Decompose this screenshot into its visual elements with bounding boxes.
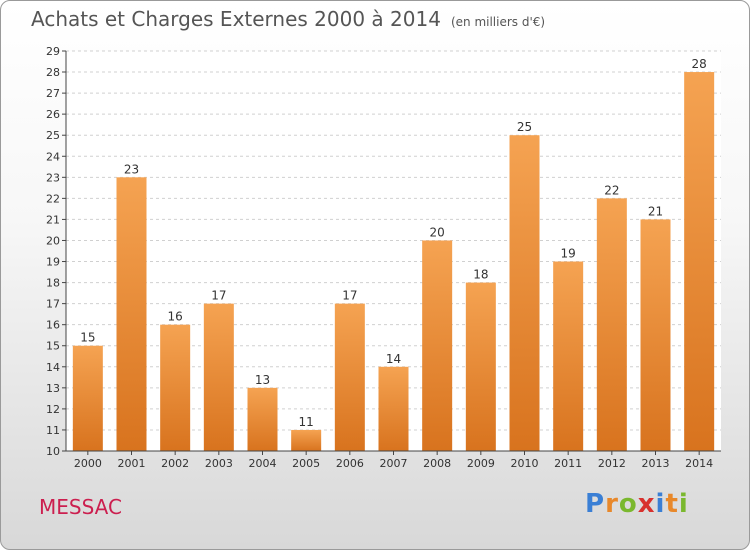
- proxiti-logo-letter: i: [655, 489, 666, 519]
- data-label-2013: 21: [648, 204, 663, 218]
- x-tick-label-2005: 2005: [292, 457, 320, 470]
- data-label-2002: 16: [168, 310, 183, 324]
- data-labels: 15 23 16 17 13 11 17 14 20 18 25 19 22 21 28: [80, 57, 707, 429]
- bar-2009: [465, 282, 496, 451]
- bar-2002: [160, 324, 191, 451]
- chart-title-text: Achats et Charges Externes 2000 à 2014: [31, 7, 441, 31]
- proxiti-logo-letter: t: [665, 489, 679, 519]
- bar-2010: [509, 135, 540, 452]
- x-tick-label-2010: 2010: [511, 457, 539, 470]
- y-tick-label: 28: [46, 66, 60, 79]
- y-tick-label: 22: [46, 192, 60, 205]
- x-tick-label-2006: 2006: [336, 457, 364, 470]
- x-tick-label-2012: 2012: [598, 457, 626, 470]
- y-tick-label: 11: [46, 424, 60, 437]
- x-tick-label-2001: 2001: [118, 457, 146, 470]
- x-tick-label-2003: 2003: [205, 457, 233, 470]
- x-tick-label-2013: 2013: [642, 457, 670, 470]
- data-label-2005: 11: [299, 415, 314, 429]
- bar-2012: [596, 198, 627, 451]
- bar-2000: [72, 345, 103, 451]
- y-tick-label: 16: [46, 319, 60, 332]
- y-tick-label: 21: [46, 213, 60, 226]
- data-label-2000: 15: [80, 331, 95, 345]
- x-tick-label-2004: 2004: [249, 457, 277, 470]
- x-tick-label-2009: 2009: [467, 457, 495, 470]
- proxiti-logo-letter: P: [585, 489, 606, 519]
- y-tick-label: 17: [46, 298, 60, 311]
- y-tick-label: 15: [46, 340, 60, 353]
- x-tick-label-2014: 2014: [685, 457, 713, 470]
- y-tick-label: 24: [46, 150, 60, 163]
- y-tick-label: 14: [46, 361, 60, 374]
- data-label-2007: 14: [386, 352, 401, 366]
- x-tick-label-2000: 2000: [74, 457, 102, 470]
- data-label-2003: 17: [211, 289, 226, 303]
- chart-title: Achats et Charges Externes 2000 à 2014 (e…: [31, 7, 545, 31]
- y-tick-label: 25: [46, 129, 60, 142]
- data-label-2001: 23: [124, 162, 139, 176]
- town-name: MESSAC: [39, 495, 122, 519]
- bars: [72, 72, 715, 452]
- y-tick-label: 26: [46, 108, 60, 121]
- data-label-2012: 22: [604, 183, 619, 197]
- y-tick-label: 29: [46, 45, 60, 58]
- y-tick-label: 12: [46, 403, 60, 416]
- x-tick-label-2008: 2008: [423, 457, 451, 470]
- bar-2008: [422, 240, 453, 451]
- x-tick-label-2011: 2011: [554, 457, 582, 470]
- bar-2004: [247, 387, 278, 451]
- bar-2001: [116, 177, 147, 451]
- bar-2011: [553, 261, 584, 451]
- proxiti-logo-letter: i: [678, 489, 689, 519]
- y-tick-label: 23: [46, 171, 60, 184]
- bar-2005: [291, 429, 322, 451]
- data-label-2011: 19: [561, 247, 576, 261]
- y-axis-ticks: 10 11 12 13 14 15 16 17 18 19 20 21 22 23 24 25 26 27 28 29: [46, 45, 66, 458]
- data-label-2010: 25: [517, 120, 532, 134]
- bar-2014: [684, 72, 715, 451]
- y-tick-label: 13: [46, 382, 60, 395]
- x-tick-label-2007: 2007: [380, 457, 408, 470]
- x-axis-ticks: 2000 2001 2002 2003 2004 2005 2006 2007 2008 2009…: [74, 451, 713, 470]
- data-label-2004: 13: [255, 373, 270, 387]
- chart-subtitle: (en milliers d'€): [450, 15, 546, 29]
- bar-2003: [203, 303, 234, 451]
- x-tick-label-2002: 2002: [161, 457, 189, 470]
- data-label-2008: 20: [430, 225, 445, 239]
- y-tick-label: 19: [46, 256, 60, 269]
- data-label-2014: 28: [692, 57, 707, 71]
- y-tick-label: 10: [46, 445, 60, 458]
- data-label-2006: 17: [342, 289, 357, 303]
- data-label-2009: 18: [473, 268, 488, 282]
- y-tick-label: 18: [46, 277, 60, 290]
- proxiti-logo-letter: x: [637, 489, 656, 519]
- bar-2013: [640, 219, 671, 451]
- y-tick-label: 27: [46, 87, 60, 100]
- proxiti-logo-letter: r: [605, 489, 619, 519]
- proxiti-logo: Proxiti: [585, 489, 689, 519]
- y-tick-label: 20: [46, 234, 60, 247]
- bar-2007: [378, 366, 409, 451]
- proxiti-logo-letter: o: [618, 489, 638, 519]
- bar-2006: [334, 303, 365, 451]
